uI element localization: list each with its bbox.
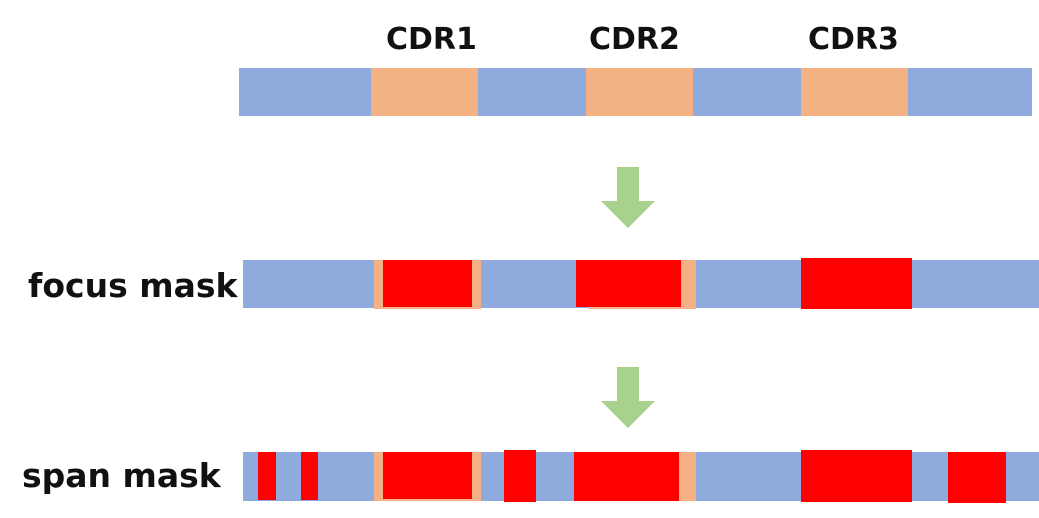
cdr3-region [801,68,908,116]
mask-span [948,452,1006,503]
down-arrow-icon [601,167,655,228]
mask-span [383,452,472,499]
cdr1-label: CDR1 [386,22,477,57]
cdr1-region [371,68,478,116]
mask-span [576,260,681,307]
mask-span [383,260,472,307]
focus-mask-label: focus mask [28,266,238,305]
mask-span [258,452,276,500]
span-mask-label: span mask [22,456,221,495]
mask-span [504,450,536,502]
cdr3-label: CDR3 [808,22,899,57]
mask-span [574,452,679,501]
mask-span [801,450,912,502]
cdr2-region [586,68,693,116]
down-arrow-icon [601,367,655,428]
cdr2-label: CDR2 [589,22,680,57]
mask-span [801,258,912,309]
mask-span [301,452,318,500]
